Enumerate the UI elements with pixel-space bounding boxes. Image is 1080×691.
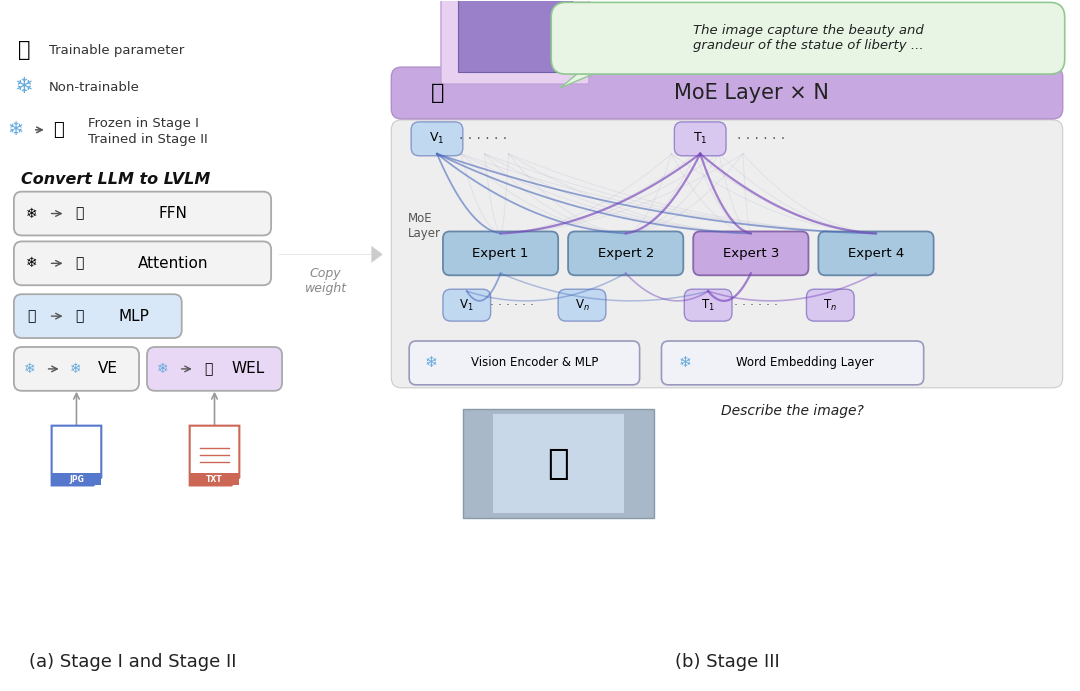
- FancyBboxPatch shape: [14, 241, 271, 285]
- Text: V$_1$: V$_1$: [459, 298, 474, 313]
- FancyBboxPatch shape: [463, 409, 653, 518]
- FancyBboxPatch shape: [685, 290, 732, 321]
- Text: ❄: ❄: [26, 256, 38, 270]
- FancyBboxPatch shape: [492, 414, 624, 513]
- Polygon shape: [52, 426, 102, 486]
- Text: Trained in Stage II: Trained in Stage II: [89, 133, 208, 146]
- Text: 🔥: 🔥: [76, 207, 83, 220]
- Text: V$_1$: V$_1$: [429, 131, 445, 146]
- FancyBboxPatch shape: [52, 473, 102, 486]
- Text: MLP: MLP: [119, 309, 149, 323]
- Text: 🔥: 🔥: [53, 121, 64, 139]
- Text: V$_n$: V$_n$: [575, 298, 590, 313]
- Text: Convert LLM to LVLM: Convert LLM to LVLM: [21, 172, 211, 187]
- FancyBboxPatch shape: [409, 341, 639, 385]
- Text: MoE
Layer: MoE Layer: [408, 212, 442, 240]
- Text: Word Embedding Layer: Word Embedding Layer: [735, 357, 874, 370]
- Text: Copy
weight: Copy weight: [305, 267, 347, 295]
- FancyBboxPatch shape: [391, 120, 1063, 388]
- FancyBboxPatch shape: [14, 191, 271, 236]
- FancyBboxPatch shape: [558, 290, 606, 321]
- FancyBboxPatch shape: [693, 231, 809, 275]
- Text: 🔥: 🔥: [17, 40, 30, 60]
- Text: 🔥: 🔥: [431, 83, 445, 103]
- Text: ❄: ❄: [424, 355, 437, 370]
- Text: · · · · · ·: · · · · · ·: [733, 299, 778, 312]
- Text: · · · · · ·: · · · · · ·: [737, 132, 785, 146]
- Text: 🦙🦙🦙: 🦙🦙🦙: [502, 19, 527, 33]
- Text: (a) Stage I and Stage II: (a) Stage I and Stage II: [29, 653, 237, 671]
- Text: Expert 1: Expert 1: [472, 247, 529, 260]
- Text: (b) Stage III: (b) Stage III: [675, 653, 780, 671]
- Text: MoE Layer × N: MoE Layer × N: [674, 83, 829, 103]
- Text: · · · · · ·: · · · · · ·: [490, 299, 535, 312]
- FancyBboxPatch shape: [391, 67, 1063, 119]
- Text: ❄: ❄: [14, 77, 33, 97]
- FancyBboxPatch shape: [819, 231, 933, 275]
- Text: ❄: ❄: [8, 120, 24, 140]
- Text: 🔥: 🔥: [76, 256, 83, 270]
- FancyBboxPatch shape: [14, 294, 181, 338]
- FancyBboxPatch shape: [147, 347, 282, 391]
- Text: Expert 3: Expert 3: [723, 247, 779, 260]
- Text: ❄: ❄: [679, 355, 691, 370]
- Text: Expert 2: Expert 2: [597, 247, 653, 260]
- Polygon shape: [93, 477, 102, 486]
- FancyBboxPatch shape: [568, 231, 684, 275]
- FancyBboxPatch shape: [807, 290, 854, 321]
- FancyBboxPatch shape: [443, 231, 558, 275]
- FancyBboxPatch shape: [551, 2, 1065, 74]
- FancyBboxPatch shape: [443, 290, 490, 321]
- Text: Vision Encoder & MLP: Vision Encoder & MLP: [471, 357, 598, 370]
- FancyBboxPatch shape: [458, 0, 572, 72]
- Text: ❄: ❄: [26, 207, 38, 220]
- Text: Describe the image?: Describe the image?: [721, 404, 864, 418]
- Text: Expert 4: Expert 4: [848, 247, 904, 260]
- Text: Non-trainable: Non-trainable: [49, 81, 139, 93]
- Text: ❄: ❄: [157, 362, 168, 376]
- Text: ❄: ❄: [24, 362, 36, 376]
- Polygon shape: [190, 426, 240, 486]
- FancyBboxPatch shape: [661, 341, 923, 385]
- Text: Frozen in Stage I: Frozen in Stage I: [89, 117, 199, 131]
- Text: VE: VE: [98, 361, 118, 377]
- Text: T$_1$: T$_1$: [701, 298, 715, 313]
- Text: The image capture the beauty and
grandeur of the statue of liberty ...: The image capture the beauty and grandeu…: [692, 24, 923, 53]
- Text: 🔥: 🔥: [28, 309, 36, 323]
- Text: JPG: JPG: [69, 475, 84, 484]
- Polygon shape: [231, 477, 240, 486]
- FancyBboxPatch shape: [190, 473, 240, 486]
- Text: FFN: FFN: [159, 206, 187, 221]
- Text: Trainable parameter: Trainable parameter: [49, 44, 184, 57]
- Text: T$_n$: T$_n$: [823, 298, 837, 313]
- FancyBboxPatch shape: [14, 347, 139, 391]
- FancyBboxPatch shape: [441, 0, 589, 84]
- Text: · · · · · ·: · · · · · ·: [459, 132, 507, 146]
- Text: 🗽: 🗽: [548, 446, 569, 480]
- Text: TXT: TXT: [206, 475, 222, 484]
- FancyBboxPatch shape: [674, 122, 726, 155]
- Text: ❄: ❄: [69, 362, 81, 376]
- Text: WEL: WEL: [232, 361, 266, 377]
- FancyBboxPatch shape: [411, 122, 463, 155]
- Text: T$_1$: T$_1$: [693, 131, 707, 146]
- Text: Attention: Attention: [137, 256, 208, 271]
- Text: 🔥: 🔥: [76, 309, 83, 323]
- Polygon shape: [561, 68, 607, 88]
- Text: 🔥: 🔥: [204, 362, 213, 376]
